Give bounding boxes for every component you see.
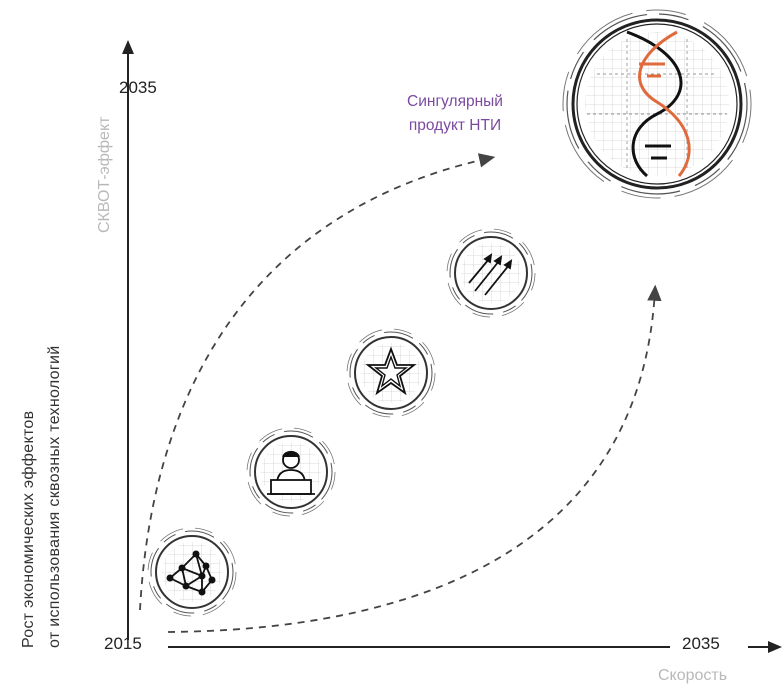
upper-dashed-curve [139, 153, 496, 611]
x-axis-right-year: 2035 [682, 634, 720, 653]
dna-helix-icon [562, 9, 752, 199]
y-title-line2: от использования сквозных технологий [46, 345, 63, 648]
origin-year: 2015 [104, 634, 142, 653]
y-axis-title: Рост экономических эффектов от использов… [16, 346, 68, 648]
person-at-laptop-icon [246, 427, 336, 517]
y-title-line1: Рост экономических эффектов [20, 410, 37, 648]
singular-product-line2: продукт НТИ [408, 117, 502, 134]
y-axis [122, 40, 134, 640]
x-axis-name: Скорость [658, 667, 728, 684]
y-axis-name: СКВОТ-эффект [96, 116, 113, 233]
lower-dashed-curve [167, 284, 662, 633]
singular-product-label: Сингулярный продукт НТИ [370, 90, 540, 138]
y-axis-top-year: 2035 [119, 78, 157, 97]
y-axis-arrow-icon [122, 40, 134, 54]
growth-arrows-icon [446, 228, 536, 318]
network-graph-icon [147, 527, 237, 617]
star-icon [346, 328, 436, 418]
x-axis [168, 641, 782, 653]
x-axis-arrow-icon [768, 641, 782, 653]
singular-product-line1: Сингулярный [407, 93, 503, 110]
